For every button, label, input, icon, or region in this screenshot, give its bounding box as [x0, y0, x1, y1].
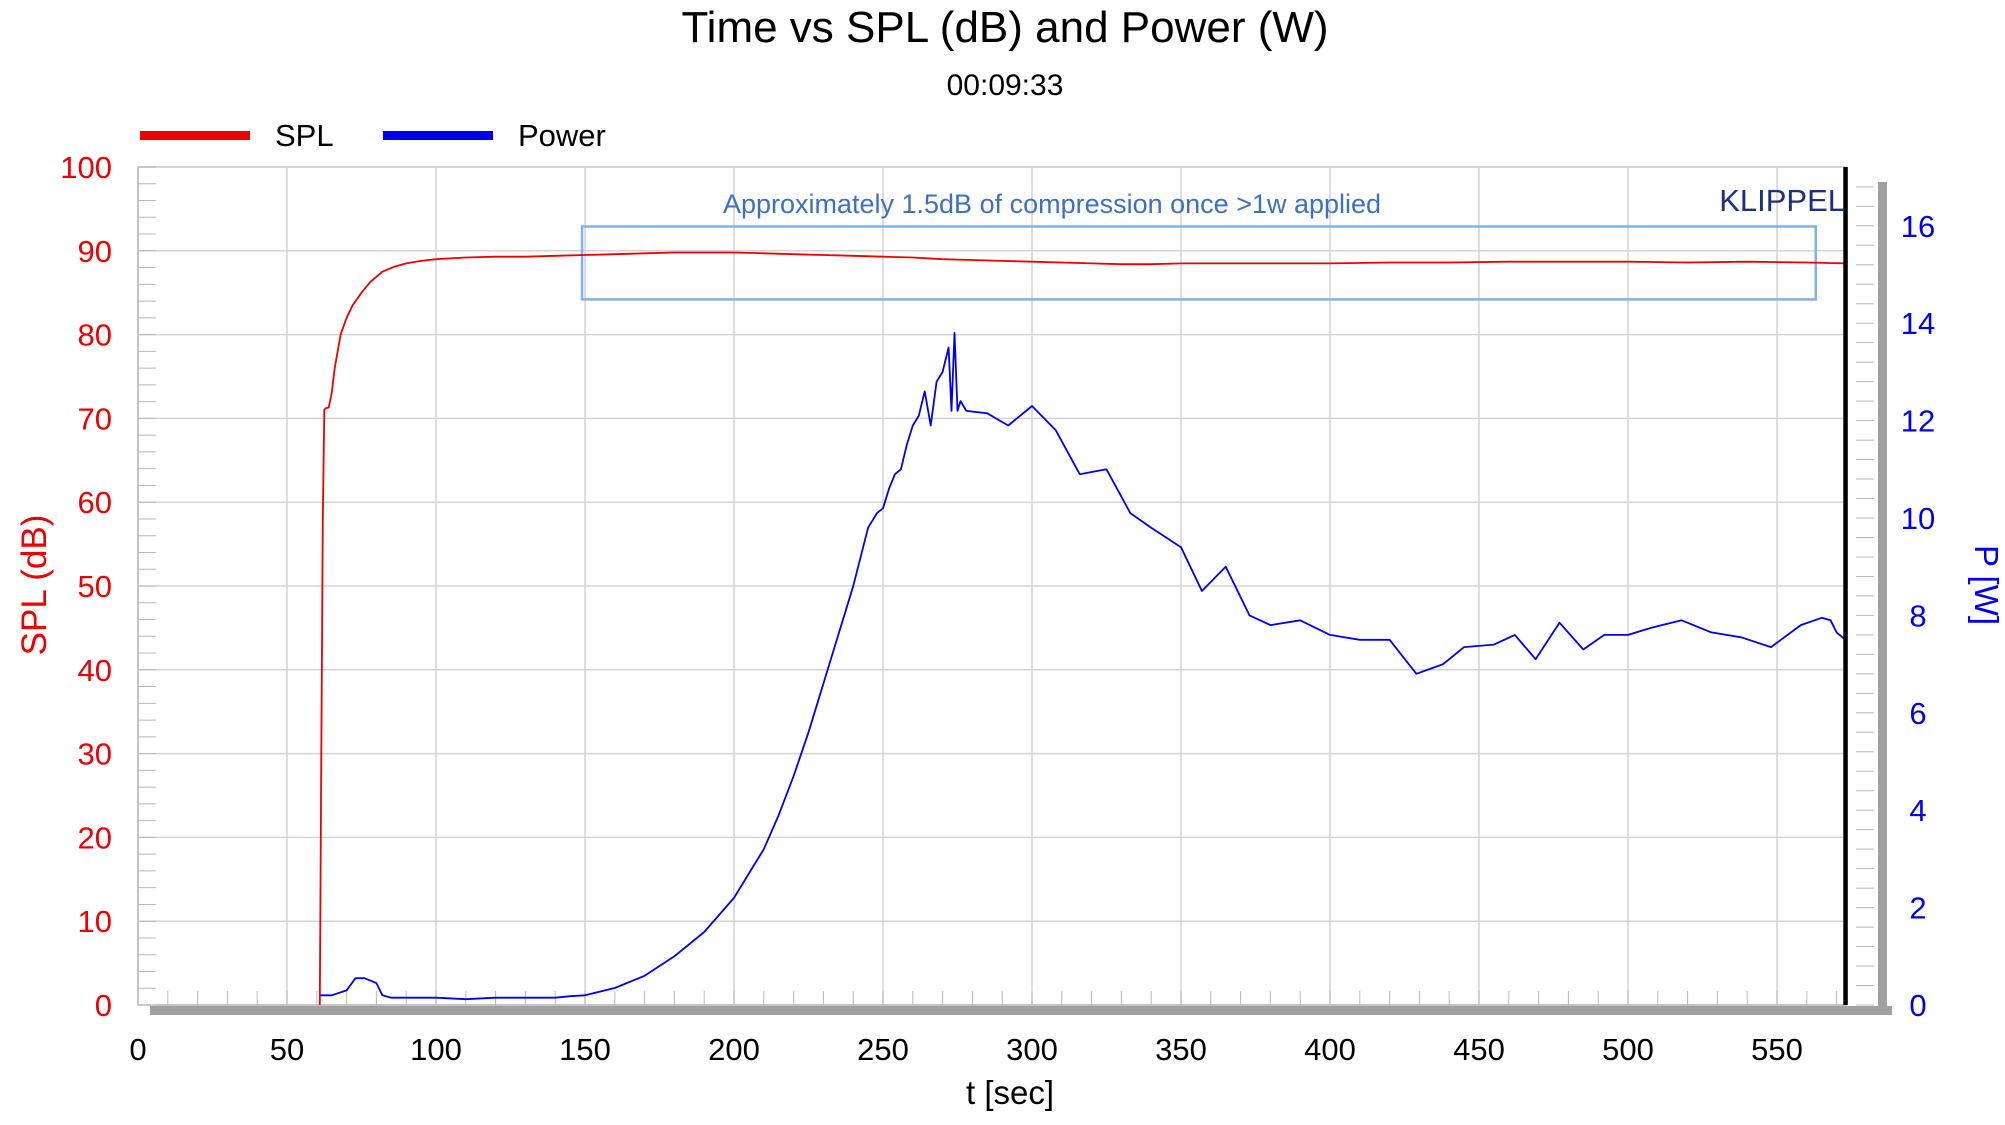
y-right-tick-labels: 0 2 4 6 8 10 12 14 16 — [1901, 209, 1935, 1023]
y-right-tick-label: 14 — [1901, 306, 1935, 341]
grid — [138, 166, 1846, 1005]
bottom-scroll-bar — [150, 1006, 1892, 1015]
y-axis-label-left: SPL (dB) — [15, 515, 54, 656]
x-axis-label: t [sec] — [966, 1074, 1054, 1111]
y-right-tick-label: 16 — [1901, 209, 1935, 244]
y-right-tick-label: 4 — [1909, 793, 1926, 828]
y-left-tick-labels: 0 10 20 30 40 50 60 70 80 90 100 — [60, 150, 112, 1023]
y-left-tick-label: 60 — [78, 485, 112, 520]
y-left-tick-label: 80 — [78, 318, 112, 353]
y-right-tick-label: 12 — [1901, 404, 1935, 439]
chart-title: Time vs SPL (dB) and Power (W) — [681, 3, 1328, 52]
y-left-tick-label: 100 — [60, 150, 112, 185]
y-left-tick-label: 50 — [78, 569, 112, 604]
legend: SPL Power — [140, 118, 606, 153]
legend-label-power: Power — [518, 118, 606, 153]
x-tick-label: 350 — [1155, 1032, 1207, 1067]
y-left-tick-label: 40 — [78, 653, 112, 688]
y-axis-label-right: P [W] — [1968, 545, 2005, 625]
series-line-spl — [318, 251, 1846, 1006]
legend-swatch-spl — [140, 131, 250, 140]
x-tick-labels: 0 50 100 150 200 250 300 350 400 450 500 550 — [129, 1032, 1802, 1067]
y-left-tick-label: 90 — [78, 234, 112, 269]
watermark: KLIPPEL — [1719, 183, 1845, 218]
y-left-tick-label: 20 — [78, 820, 112, 855]
x-tick-label: 150 — [559, 1032, 611, 1067]
x-tick-label: 450 — [1453, 1032, 1505, 1067]
x-tick-label: 400 — [1304, 1032, 1356, 1067]
y-right-tick-label: 2 — [1909, 891, 1926, 926]
y-left-tick-label: 0 — [95, 988, 112, 1023]
x-tick-label: 250 — [857, 1032, 909, 1067]
x-tick-label: 0 — [129, 1032, 146, 1067]
y-left-tick-label: 10 — [78, 904, 112, 939]
y-left-tick-label: 30 — [78, 737, 112, 772]
legend-label-spl: SPL — [275, 118, 334, 153]
x-tick-label: 50 — [270, 1032, 304, 1067]
annotation-text: Approximately 1.5dB of compression once … — [723, 189, 1381, 219]
y-left-tick-label: 70 — [78, 401, 112, 436]
x-tick-label: 200 — [708, 1032, 760, 1067]
chart-subtitle: 00:09:33 — [947, 69, 1064, 102]
x-tick-label: 300 — [1006, 1032, 1058, 1067]
x-tick-label: 500 — [1602, 1032, 1654, 1067]
y-right-tick-label: 8 — [1909, 598, 1926, 633]
minor-ticks — [137, 166, 1874, 1006]
x-tick-label: 100 — [410, 1032, 462, 1067]
right-scroll-bar — [1878, 182, 1887, 1006]
x-tick-label: 550 — [1751, 1032, 1803, 1067]
y-right-tick-label: 6 — [1909, 696, 1926, 731]
legend-swatch-power — [383, 131, 493, 140]
y-right-tick-label: 0 — [1909, 988, 1926, 1023]
y-right-tick-label: 10 — [1901, 501, 1935, 536]
series-line-power — [319, 331, 1847, 1001]
